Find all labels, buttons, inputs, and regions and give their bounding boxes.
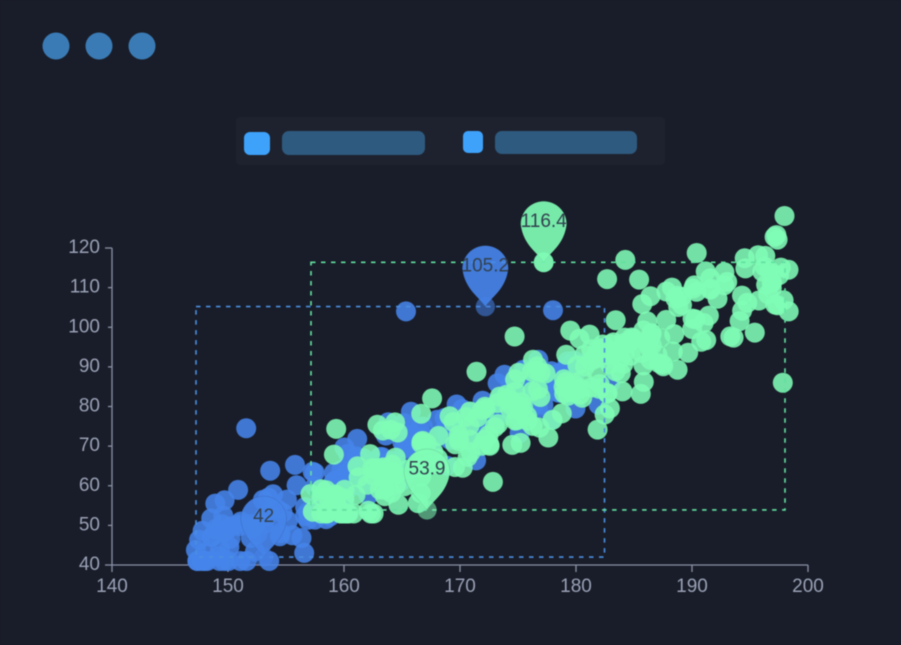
- svg-text:42: 42: [253, 506, 274, 527]
- svg-text:116.4: 116.4: [521, 211, 568, 232]
- svg-text:53.9: 53.9: [409, 459, 446, 480]
- svg-text:105.2: 105.2: [462, 255, 510, 276]
